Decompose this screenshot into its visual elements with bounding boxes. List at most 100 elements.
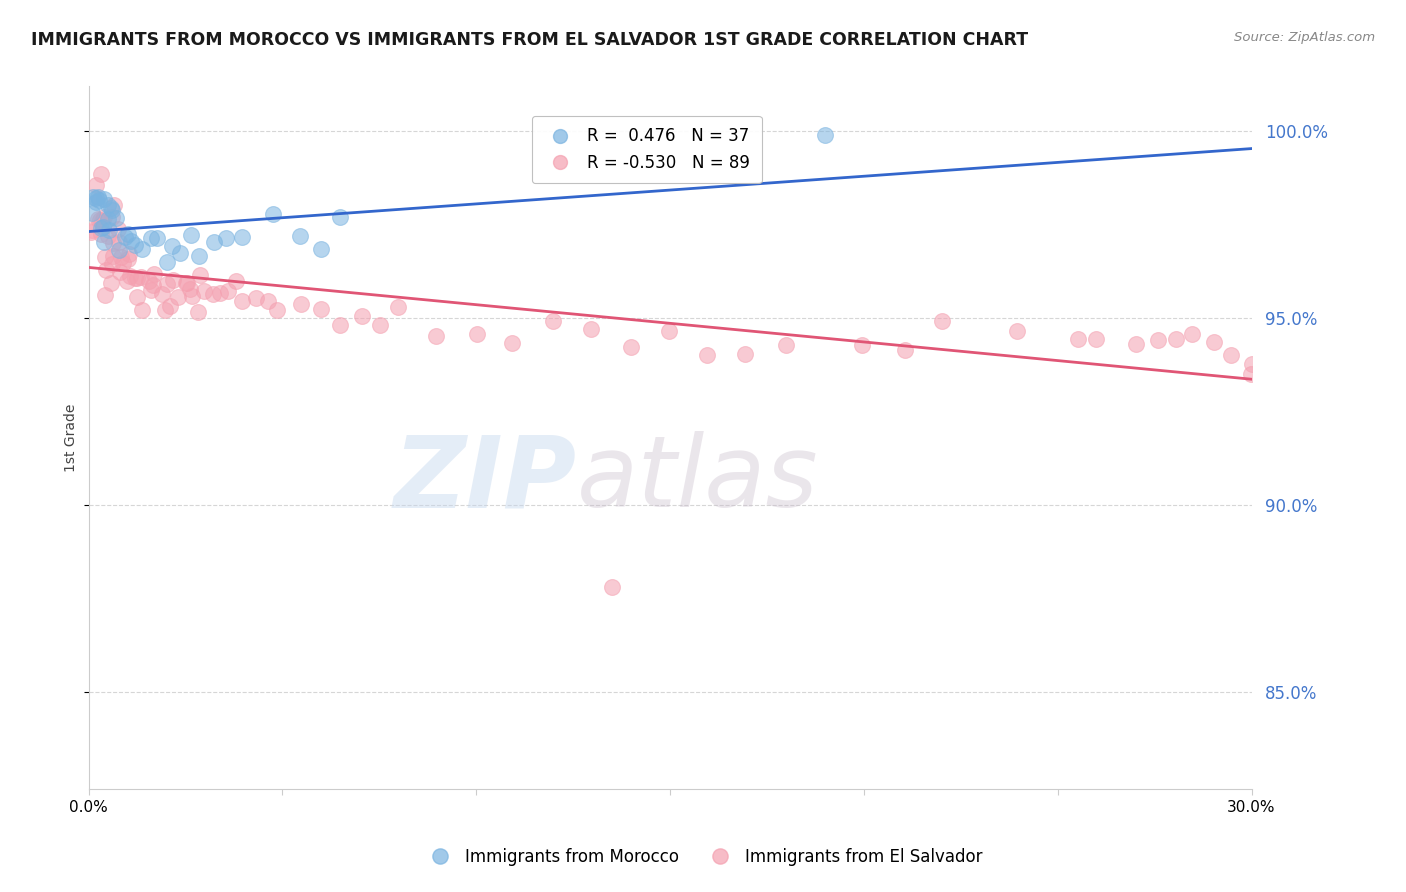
- Point: [179, 282, 201, 296]
- Point: [329, 318, 352, 333]
- Point: [103, 198, 125, 212]
- Point: [142, 278, 165, 293]
- Point: [143, 267, 166, 281]
- Point: [696, 347, 718, 361]
- Point: [181, 289, 204, 303]
- Point: [581, 322, 603, 336]
- Point: [93, 250, 115, 264]
- Point: [1085, 332, 1108, 346]
- Point: [541, 313, 564, 327]
- Point: [97, 212, 120, 227]
- Point: [153, 303, 176, 318]
- Point: [231, 230, 253, 244]
- Point: [159, 299, 181, 313]
- Point: [110, 250, 132, 264]
- Point: [82, 206, 104, 220]
- Point: [174, 276, 197, 290]
- Point: [146, 231, 169, 245]
- Point: [290, 297, 312, 311]
- Point: [288, 229, 311, 244]
- Point: [467, 326, 489, 341]
- Point: [90, 167, 112, 181]
- Legend: R =  0.476   N = 37, R = -0.530   N = 89: R = 0.476 N = 37, R = -0.530 N = 89: [531, 116, 762, 184]
- Point: [120, 268, 142, 283]
- Point: [94, 263, 117, 277]
- Point: [91, 214, 114, 228]
- Point: [187, 305, 209, 319]
- Point: [117, 252, 139, 267]
- Point: [101, 257, 124, 271]
- Point: [100, 201, 122, 215]
- Point: [368, 318, 391, 332]
- Point: [90, 227, 112, 241]
- Point: [201, 286, 224, 301]
- Point: [86, 211, 108, 226]
- Text: ZIP: ZIP: [394, 432, 576, 528]
- Point: [387, 300, 409, 314]
- Point: [107, 221, 129, 235]
- Point: [658, 324, 681, 338]
- Point: [1146, 333, 1168, 347]
- Point: [138, 274, 160, 288]
- Point: [352, 310, 374, 324]
- Point: [162, 273, 184, 287]
- Point: [160, 239, 183, 253]
- Point: [600, 580, 623, 594]
- Point: [127, 290, 149, 304]
- Legend: Immigrants from Morocco, Immigrants from El Salvador: Immigrants from Morocco, Immigrants from…: [416, 842, 990, 873]
- Point: [329, 211, 352, 225]
- Point: [93, 235, 115, 249]
- Point: [124, 237, 146, 252]
- Point: [894, 343, 917, 357]
- Point: [266, 303, 288, 318]
- Text: IMMIGRANTS FROM MOROCCO VS IMMIGRANTS FROM EL SALVADOR 1ST GRADE CORRELATION CHA: IMMIGRANTS FROM MOROCCO VS IMMIGRANTS FR…: [31, 31, 1028, 49]
- Point: [931, 314, 953, 328]
- Point: [309, 301, 332, 316]
- Point: [115, 274, 138, 288]
- Point: [131, 302, 153, 317]
- Point: [93, 192, 115, 206]
- Point: [139, 284, 162, 298]
- Point: [108, 243, 131, 257]
- Point: [1067, 332, 1090, 346]
- Point: [169, 245, 191, 260]
- Point: [257, 294, 280, 309]
- Point: [82, 190, 104, 204]
- Point: [93, 210, 115, 224]
- Point: [734, 347, 756, 361]
- Point: [97, 229, 120, 244]
- Point: [425, 329, 447, 343]
- Point: [118, 247, 141, 261]
- Point: [87, 190, 110, 204]
- Point: [100, 210, 122, 224]
- Point: [84, 178, 107, 193]
- Point: [124, 271, 146, 285]
- Point: [101, 202, 124, 217]
- Point: [217, 284, 239, 298]
- Point: [156, 277, 179, 291]
- Point: [225, 275, 247, 289]
- Point: [94, 287, 117, 301]
- Point: [84, 191, 107, 205]
- Point: [1125, 337, 1147, 351]
- Point: [112, 256, 135, 270]
- Point: [107, 235, 129, 250]
- Point: [1164, 332, 1187, 346]
- Point: [91, 219, 114, 234]
- Point: [117, 227, 139, 241]
- Point: [120, 235, 142, 249]
- Point: [166, 290, 188, 304]
- Point: [114, 230, 136, 244]
- Point: [851, 337, 873, 351]
- Point: [103, 249, 125, 263]
- Point: [129, 270, 152, 285]
- Point: [190, 268, 212, 282]
- Point: [155, 255, 177, 269]
- Point: [187, 249, 209, 263]
- Point: [1240, 367, 1263, 381]
- Y-axis label: 1st Grade: 1st Grade: [65, 403, 79, 472]
- Text: Source: ZipAtlas.com: Source: ZipAtlas.com: [1234, 31, 1375, 45]
- Point: [1181, 327, 1204, 342]
- Text: atlas: atlas: [576, 432, 818, 528]
- Point: [103, 235, 125, 250]
